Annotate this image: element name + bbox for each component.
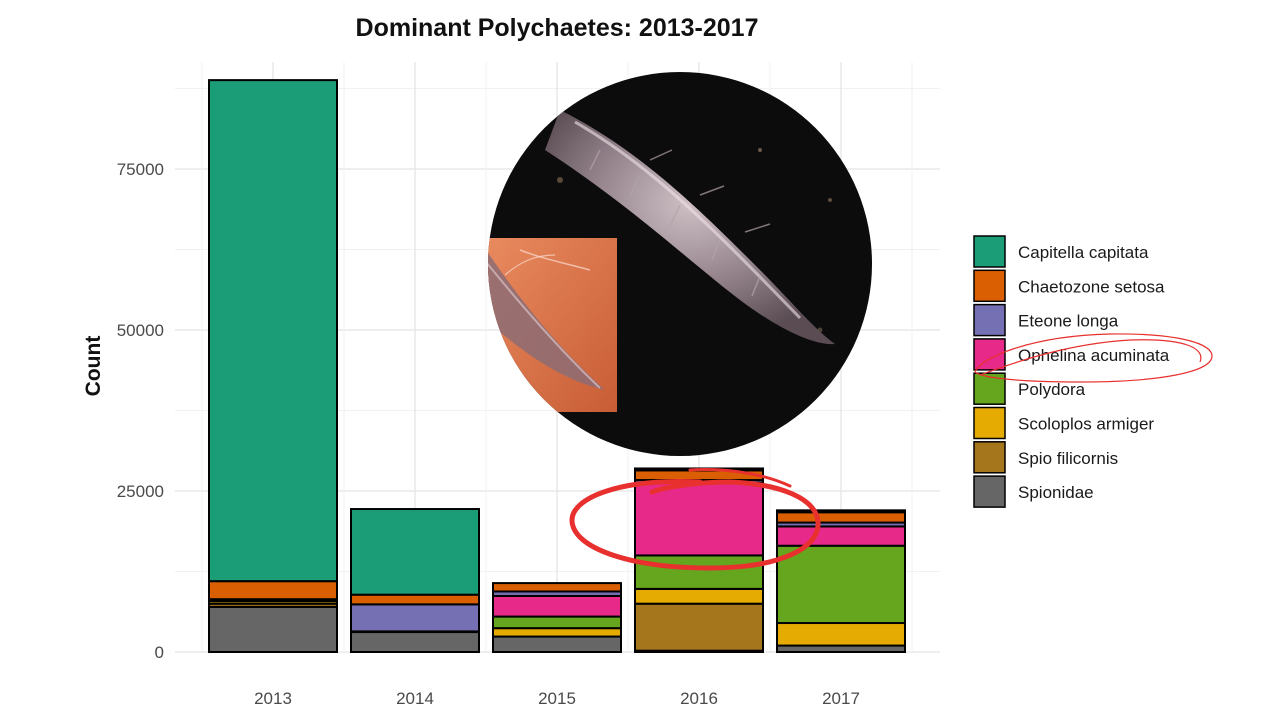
- x-tick-label: 2017: [822, 689, 860, 708]
- x-tick-label: 2016: [680, 689, 718, 708]
- bar-segment: [634, 602, 764, 652]
- bar-segment: [776, 509, 906, 514]
- legend-label: Capitella capitata: [1018, 243, 1149, 262]
- bar-segment: [634, 481, 764, 557]
- legend-label: Eteone longa: [1018, 312, 1119, 331]
- bar-segment: [492, 594, 622, 618]
- legend-swatch: [973, 406, 1006, 440]
- x-axis-ticks: 2013 2014 2015 2016 2017: [254, 689, 860, 708]
- bar-segment: [350, 593, 480, 606]
- bars: [208, 79, 906, 654]
- bar-segment: [208, 580, 338, 601]
- bar-segment: [776, 544, 906, 625]
- y-axis-title: Count: [82, 336, 105, 397]
- x-tick-label: 2013: [254, 689, 292, 708]
- legend-swatch: [973, 338, 1006, 371]
- bar-segment: [776, 525, 906, 547]
- chart-title: Dominant Polychaetes: 2013-2017: [356, 14, 759, 42]
- y-tick-label: 75000: [117, 160, 164, 179]
- bar-segment: [350, 603, 480, 633]
- bar-segment: [492, 582, 622, 593]
- bar-segment: [208, 605, 338, 653]
- bar-segment: [634, 587, 764, 605]
- bar-segment: [350, 631, 480, 654]
- legend-label: Chaetozone setosa: [1018, 277, 1165, 296]
- legend-swatch: [973, 441, 1006, 474]
- legend-label: Spio filicornis: [1018, 449, 1118, 468]
- bar-segment: [776, 511, 906, 524]
- legend-label: Spionidae: [1018, 483, 1094, 502]
- legend-swatch: [973, 269, 1006, 303]
- bar-segment: [776, 622, 906, 647]
- y-axis-ticks: 0 25000 50000 75000: [117, 160, 164, 662]
- bar-segment: [350, 508, 480, 596]
- x-tick-label: 2014: [396, 689, 434, 708]
- legend-swatch: [973, 235, 1006, 268]
- legend-swatch: [973, 372, 1006, 405]
- bar-segment: [492, 635, 622, 654]
- polychaete-worm-photo: [488, 72, 872, 456]
- bar-segment: [634, 554, 764, 590]
- legend-swatch: [973, 475, 1006, 508]
- y-tick-label: 0: [155, 643, 164, 662]
- legend-label: Scoloplos armiger: [1018, 415, 1154, 434]
- y-tick-label: 25000: [117, 482, 164, 501]
- y-tick-label: 50000: [117, 321, 164, 340]
- bar-segment: [492, 627, 622, 638]
- legend-highlight-annotation: [974, 333, 1213, 383]
- highlight-circle-annotation: [569, 468, 821, 571]
- legend: Capitella capitata Chaetozone setosa Eteon…: [973, 235, 1170, 508]
- legend-swatch: [973, 303, 1006, 337]
- legend-label: Polydora: [1018, 380, 1086, 399]
- bar-segment: [208, 79, 338, 583]
- x-tick-label: 2015: [538, 689, 576, 708]
- bar-segment: [492, 615, 622, 630]
